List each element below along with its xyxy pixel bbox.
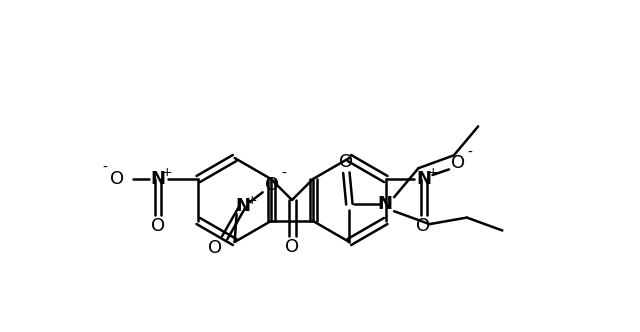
Text: N: N — [235, 197, 250, 215]
Text: +: + — [162, 165, 173, 179]
Text: O: O — [451, 154, 465, 172]
Text: O: O — [417, 217, 431, 235]
Text: O: O — [207, 239, 221, 257]
Text: -: - — [467, 145, 472, 159]
Text: O: O — [110, 170, 124, 188]
Text: N: N — [378, 195, 392, 213]
Text: +: + — [428, 165, 438, 179]
Text: O: O — [339, 153, 353, 171]
Text: N: N — [151, 170, 166, 188]
Text: -: - — [102, 161, 108, 175]
Text: +: + — [246, 194, 257, 207]
Text: O: O — [264, 176, 278, 194]
Text: O: O — [151, 217, 165, 235]
Text: N: N — [416, 170, 431, 188]
Text: -: - — [281, 167, 286, 181]
Text: O: O — [285, 238, 299, 256]
